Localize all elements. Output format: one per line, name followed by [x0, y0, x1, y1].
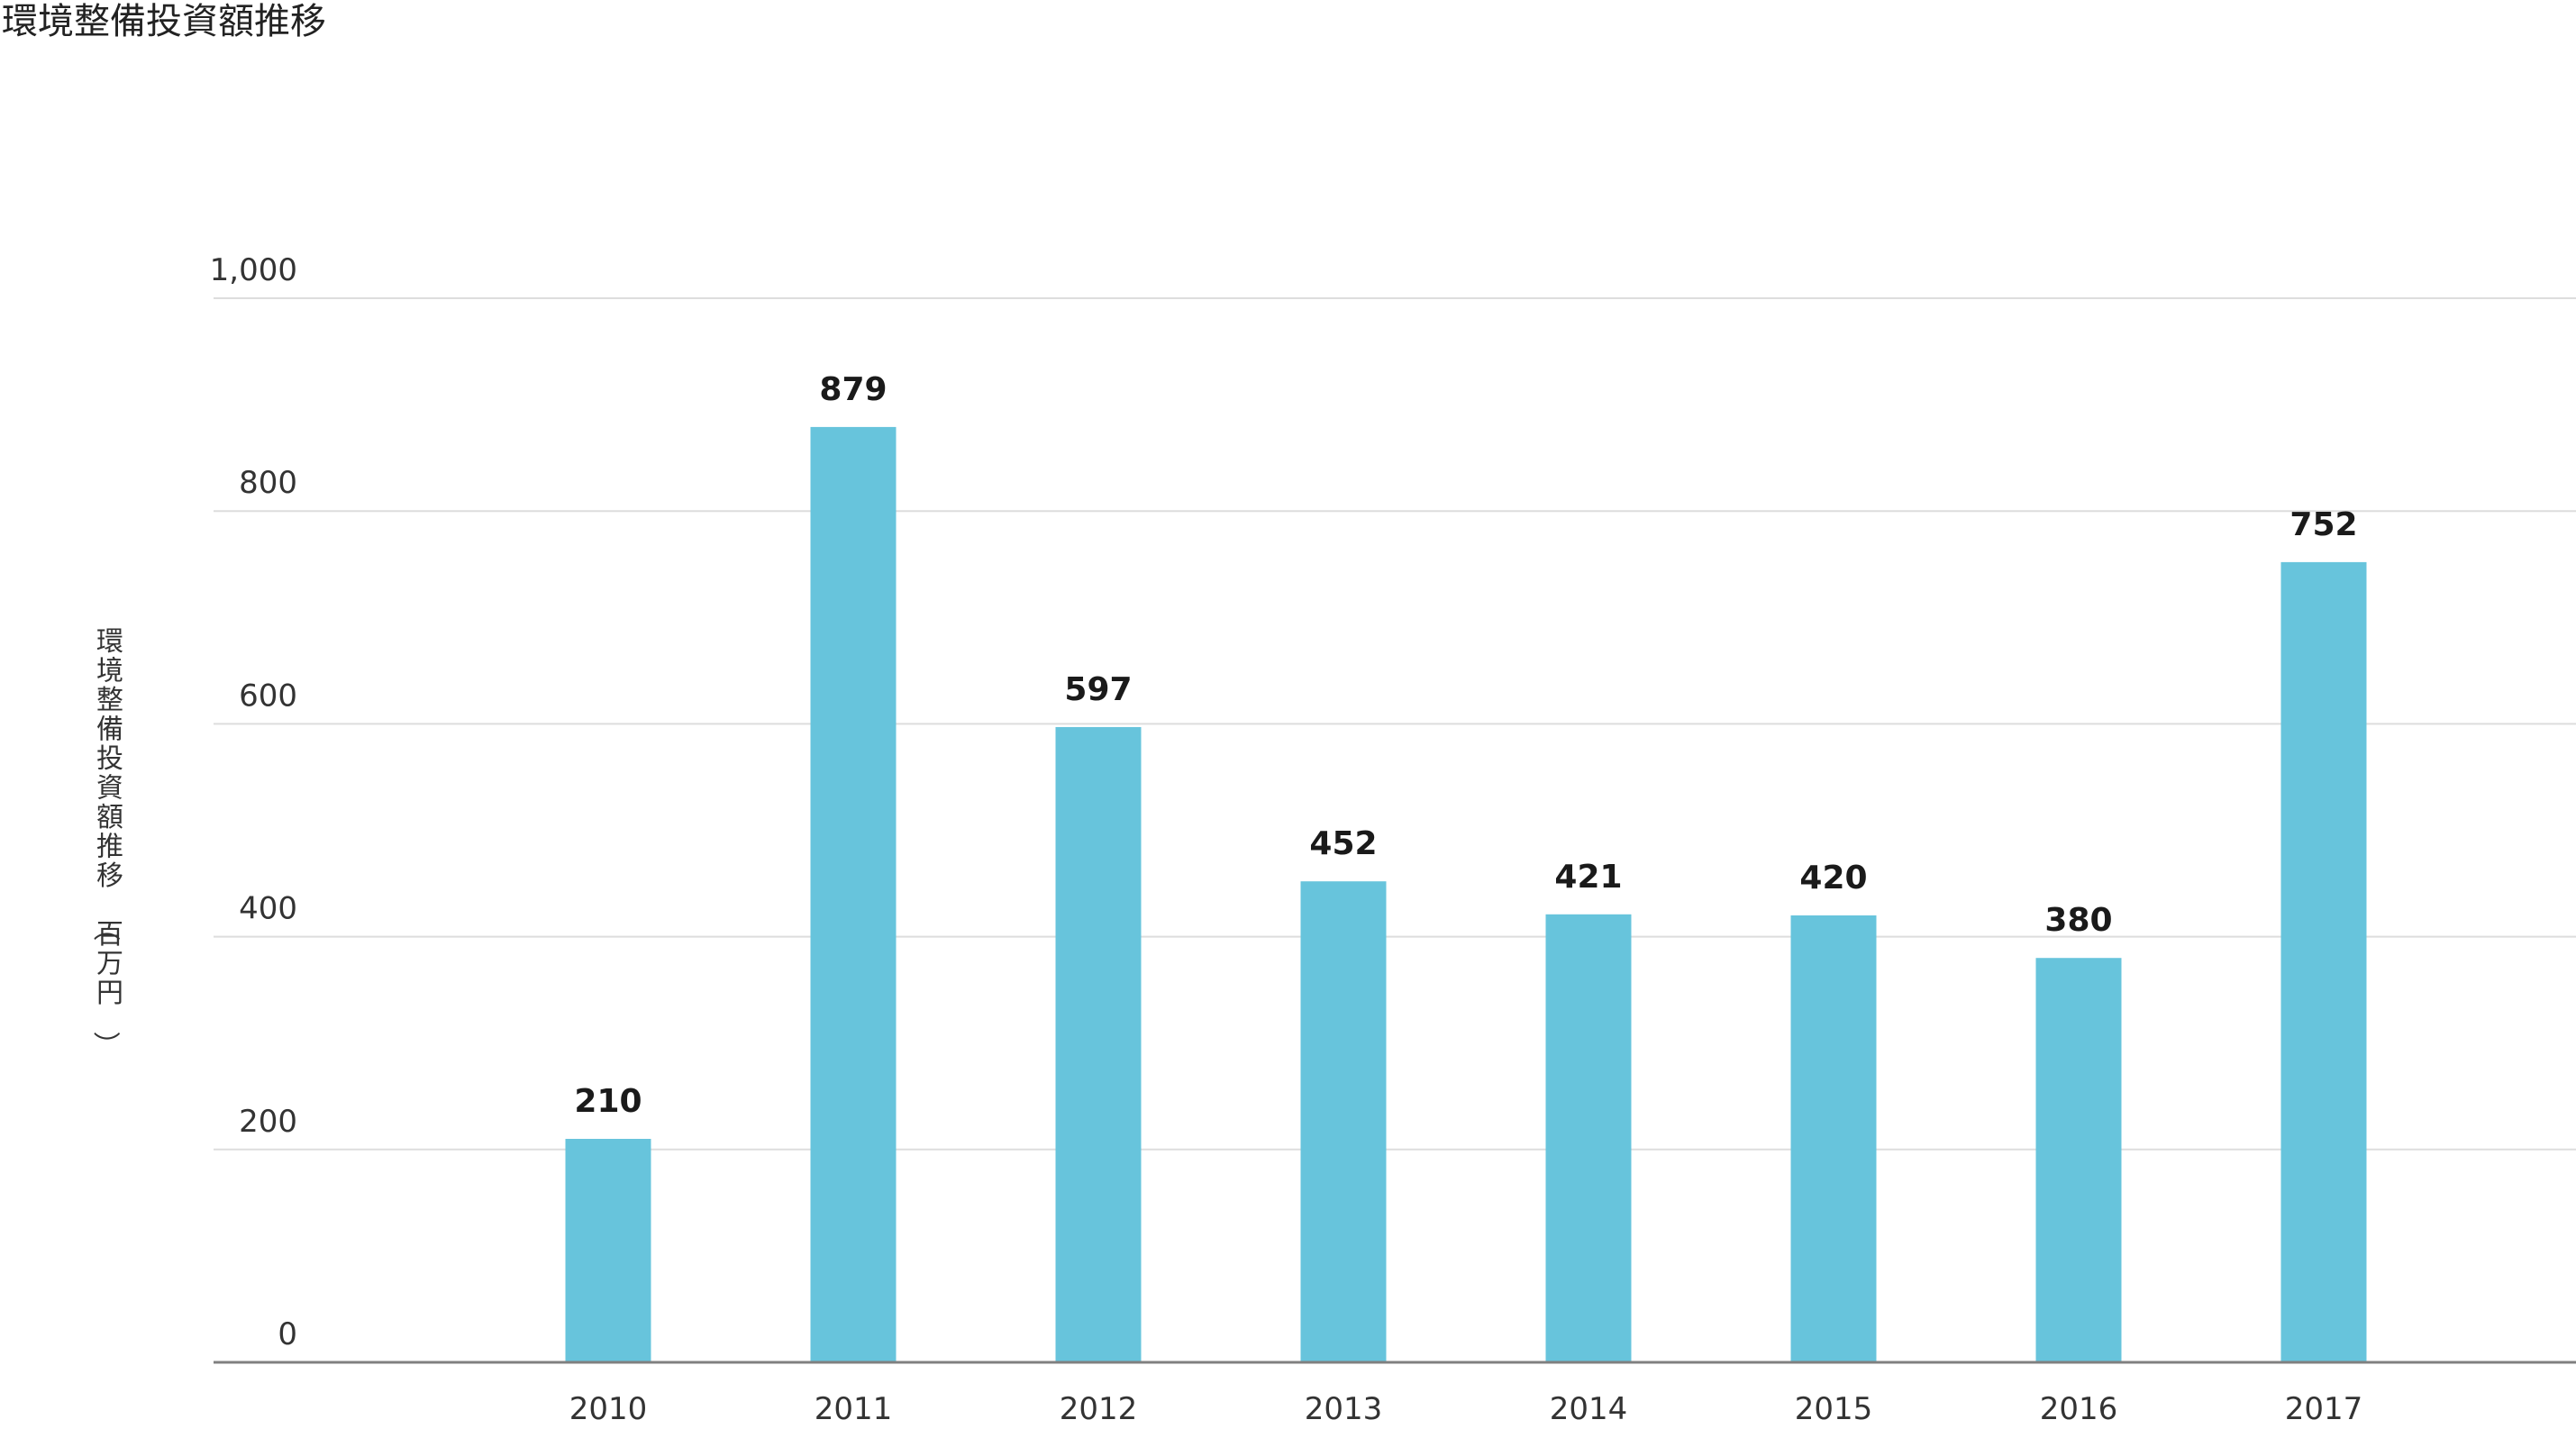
y-tick-label: 200: [239, 1104, 297, 1140]
x-tick-label-2010: 2010: [569, 1391, 648, 1427]
data-label-2010: 210: [574, 1083, 642, 1120]
data-label-2017: 752: [2289, 506, 2357, 543]
gridlines: [214, 297, 2576, 1151]
y-tick-labels: 0 200 400 600 800 1,000: [210, 252, 297, 1352]
bar-2012: [1055, 726, 1142, 1362]
x-tick-labels: 2010 2011 2012 2013 2014 2015 2016 2017: [569, 1391, 2363, 1427]
bar-2015: [1790, 915, 1877, 1362]
y-tick-label: 400: [239, 891, 297, 927]
data-labels: 210 879 597 452 421 420 380 752: [574, 371, 2357, 1120]
x-tick-label-2011: 2011: [815, 1391, 893, 1427]
bar-2016: [2035, 958, 2122, 1362]
bar-2017: [2280, 561, 2367, 1362]
x-tick-label-2016: 2016: [2040, 1391, 2118, 1427]
data-label-2012: 597: [1064, 671, 1132, 708]
data-label-2016: 380: [2044, 902, 2112, 939]
x-tick-label-2015: 2015: [1795, 1391, 1873, 1427]
bar-2011: [810, 426, 897, 1362]
x-tick-label-2017: 2017: [2285, 1391, 2363, 1427]
y-axis-title: 環境整備投資額推移（百万円）: [89, 626, 123, 1059]
y-tick-label: 1,000: [210, 252, 297, 288]
bar-2014: [1545, 914, 1632, 1362]
y-tick-label: 600: [239, 678, 297, 714]
bar-2010: [565, 1138, 651, 1362]
bars: [565, 426, 2367, 1362]
data-label-2015: 420: [1799, 860, 1867, 896]
chart-title: 環境整備投資額推移: [2, 1, 326, 42]
data-label-2014: 421: [1554, 859, 1622, 896]
x-tick-label-2012: 2012: [1060, 1391, 1138, 1427]
data-label-2013: 452: [1309, 825, 1377, 862]
x-tick-label-2013: 2013: [1305, 1391, 1383, 1427]
bar-2013: [1300, 881, 1387, 1362]
x-tick-label-2014: 2014: [1550, 1391, 1628, 1427]
y-tick-label: 800: [239, 465, 297, 501]
y-tick-label: 0: [278, 1316, 297, 1352]
data-label-2011: 879: [819, 371, 887, 408]
